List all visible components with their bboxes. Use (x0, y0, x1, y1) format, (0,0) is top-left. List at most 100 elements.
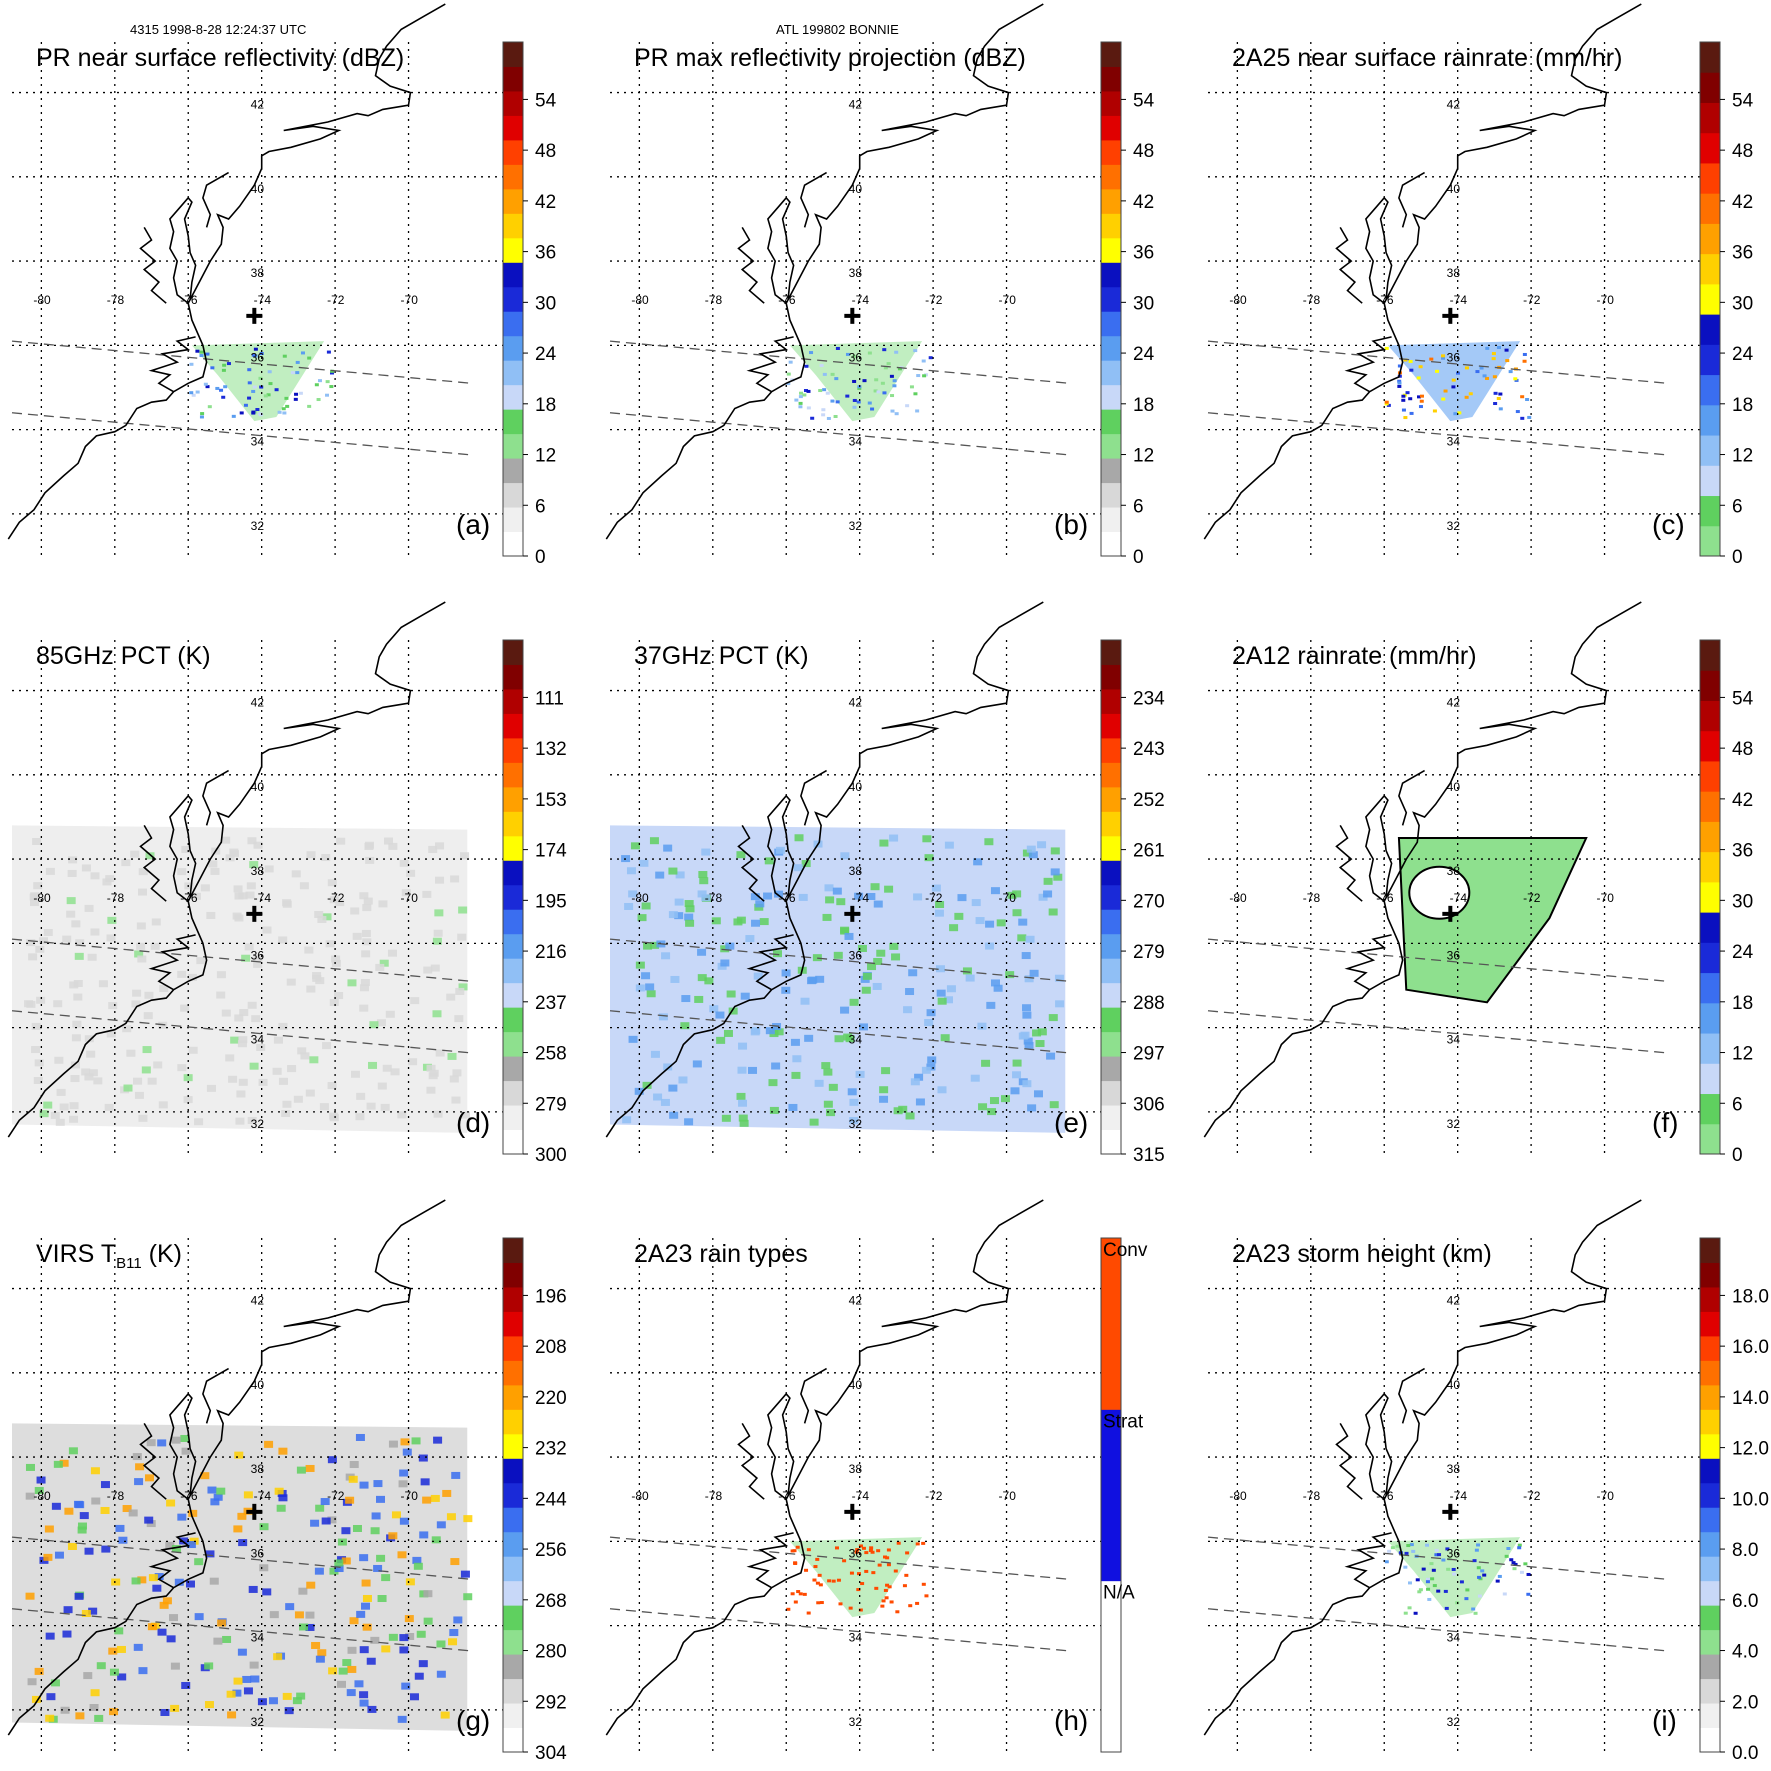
swath-h-cell (856, 1572, 861, 1576)
pr-swath-edge (609, 340, 1070, 384)
swath-e-pixel (840, 1006, 850, 1014)
swath-d-pixel (45, 867, 55, 875)
colorbar-swatch (503, 1580, 523, 1606)
swath-d-pixel (26, 939, 36, 947)
swath-g-pixel (359, 1699, 369, 1707)
swath-i-cell (1464, 1597, 1469, 1601)
latitude-label: 34 (251, 1631, 265, 1645)
swath-g-pixel (234, 1451, 244, 1459)
colorbar-swatch (503, 1727, 523, 1753)
latitude-label: 34 (849, 1631, 863, 1645)
swath-d-pixel (106, 1030, 116, 1038)
swath-e-pixel (1037, 1028, 1047, 1036)
swath-c-cell (1401, 408, 1406, 412)
swath-g-pixel (463, 1593, 473, 1601)
swath-e-pixel (879, 1086, 889, 1094)
swath-a-cell (221, 368, 226, 372)
colorbar-swatch (503, 835, 523, 861)
coastline (1335, 1422, 1363, 1500)
pr-swath-edge (11, 340, 472, 384)
swath-e-pixel (649, 837, 659, 845)
panel-a-letter: (a) (456, 509, 490, 540)
swath-e-pixel (1012, 1059, 1022, 1067)
colorbar-tick-label: 243 (1133, 739, 1165, 760)
swath-c-cell (1397, 381, 1402, 385)
swath-e-pixel (824, 884, 834, 892)
swath-g-pixel (108, 1647, 118, 1655)
swath-d-pixel (53, 1000, 63, 1008)
swath-e-pixel (1048, 908, 1058, 916)
swath-e-pixel (854, 892, 864, 900)
latitude-label: 40 (1447, 182, 1461, 196)
swath-g-pixel (157, 1628, 167, 1636)
swath-d-pixel (460, 1111, 470, 1119)
swath-e-pixel (792, 1055, 802, 1063)
colorbar-tick-label: 220 (535, 1388, 567, 1409)
swath-d-pixel (449, 1075, 459, 1083)
swath-b-cell (821, 408, 826, 412)
swath-d-pixel (359, 1004, 369, 1012)
swath-g-pixel (74, 1592, 84, 1600)
swath-c-cell (1401, 394, 1406, 398)
swath-b-cell (845, 394, 850, 398)
swath-e-pixel (1000, 1095, 1010, 1103)
swath-e-pixel (1050, 847, 1060, 855)
swath-h-cell (883, 1588, 888, 1592)
swath-d-pixel (282, 1100, 292, 1108)
swath-g-pixel (276, 1504, 286, 1512)
latitude-label: 38 (849, 864, 863, 878)
swath-d-pixel (387, 949, 397, 957)
swath-e-pixel (954, 912, 964, 920)
colorbar-tick-label: 268 (535, 1591, 567, 1612)
pr-swath-edge (11, 1536, 472, 1580)
swath-g-pixel (398, 1480, 408, 1488)
swath-b-cell (913, 349, 918, 353)
swath-g-pixel (305, 1464, 315, 1472)
storm-center-icon (844, 905, 861, 922)
longitude-label: -76 (1376, 1489, 1394, 1503)
swath-h-cell (885, 1556, 890, 1560)
swath-e-pixel (903, 1006, 913, 1014)
coastline (1398, 1367, 1425, 1424)
colorbar-swatch (1101, 237, 1121, 263)
swath-e-pixel (926, 1063, 936, 1071)
swath-e-pixel (772, 950, 782, 958)
swath-h-cell (886, 1563, 891, 1567)
swath-i-cell (1437, 1553, 1442, 1557)
colorbar-swatch (1700, 223, 1720, 255)
swath-d-pixel (206, 1084, 216, 1092)
swath-a-cell (251, 353, 256, 357)
swath-g-pixel (75, 1712, 85, 1720)
swath-g-pixel (227, 1711, 237, 1719)
swath-e-pixel (704, 977, 714, 985)
panel-d-letter: (d) (456, 1107, 490, 1138)
colorbar-swatch (503, 1556, 523, 1582)
colorbar-tick-label: 30 (1732, 891, 1753, 912)
swath-g-pixel (274, 1487, 284, 1495)
swath-e-pixel (1022, 1080, 1032, 1088)
swath-e-pixel (872, 982, 882, 990)
swath-d-pixel (350, 907, 360, 915)
swath-g-pixel (257, 1698, 267, 1706)
swath-g-pixel (310, 1519, 320, 1527)
swath-d-pixel (98, 980, 108, 988)
swath-e-pixel (650, 941, 660, 949)
colorbar-frame (502, 41, 524, 557)
swath-b-cell (822, 388, 827, 392)
swath-b-cell (802, 393, 807, 397)
longitude-label: -76 (180, 891, 198, 905)
storm-center-icon (246, 307, 263, 324)
longitude-label: -74 (1450, 293, 1468, 307)
swath-e-pixel (720, 945, 730, 953)
coastline (139, 226, 167, 304)
swath-e-pixel (764, 857, 774, 865)
swath-g-pixel (436, 1670, 446, 1678)
swath-d-pixel (158, 1101, 168, 1109)
longitude-label: -74 (254, 1489, 272, 1503)
swath-g-pixel (409, 1693, 419, 1701)
swath-h-cell (884, 1596, 889, 1600)
colorbar-swatch (503, 458, 523, 484)
swath-g-pixel (361, 1602, 371, 1610)
